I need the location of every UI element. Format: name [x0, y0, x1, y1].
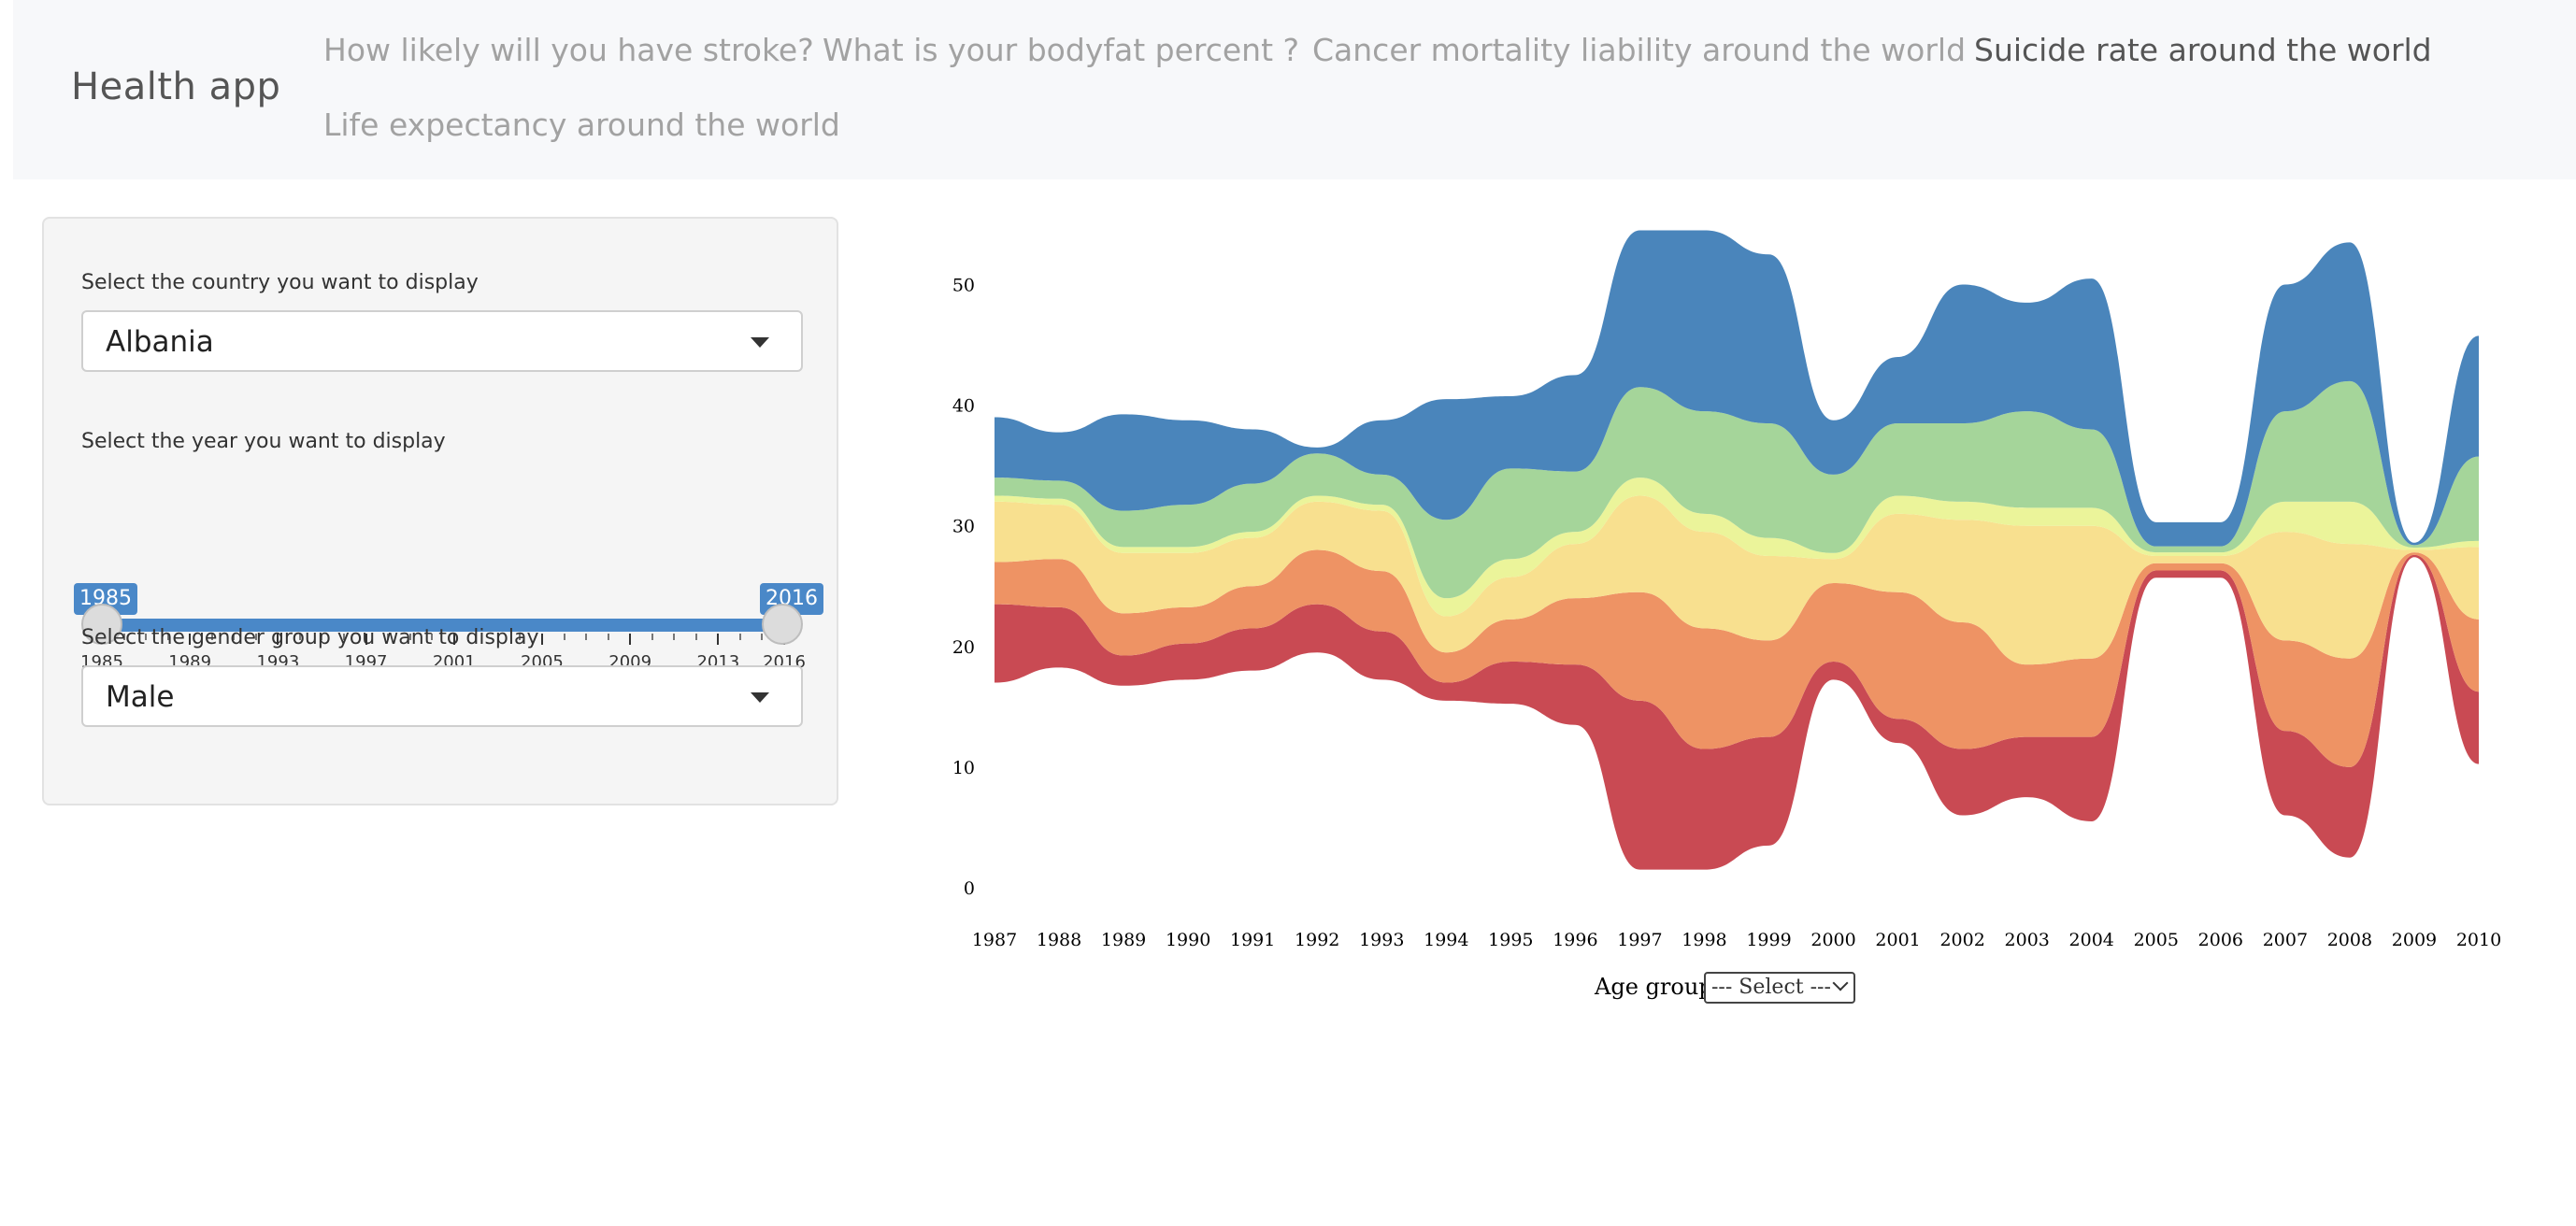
slider-minor-tick — [607, 634, 609, 640]
slider-minor-tick — [475, 634, 478, 640]
nav-link-life-expectancy[interactable]: Life expectancy around the world — [323, 107, 840, 143]
slider-major-tick — [365, 634, 367, 645]
stream-layer-5 — [995, 380, 2479, 599]
nav-link-cancer-mortality[interactable]: Cancer mortality liability around the wo… — [1312, 32, 1967, 68]
x-tick-label: 1993 — [1359, 930, 1404, 950]
y-axis: 0 10 20 30 40 50 — [952, 276, 975, 899]
x-tick-label: 1992 — [1295, 930, 1339, 950]
year-range-slider[interactable]: 1985 1989 1993 1997 2001 2005 2009 2013 2016 198… — [74, 478, 823, 672]
stream-layer-1 — [995, 554, 2479, 870]
nav-link-suicide-rate[interactable]: Suicide rate around the world — [1974, 32, 2432, 68]
chevron-down-icon — [1832, 975, 1849, 991]
slider-minor-tick — [321, 634, 323, 640]
x-tick-label: 1990 — [1166, 930, 1210, 950]
slider-minor-tick — [519, 634, 522, 640]
y-tick-label: 50 — [952, 276, 975, 296]
stream-layers — [995, 230, 2479, 870]
stream-layer-3 — [995, 495, 2479, 665]
x-tick-label: 2007 — [2263, 930, 2308, 950]
gender-label: Select the gender group you want to disp… — [81, 626, 539, 649]
country-select[interactable]: Albania — [81, 310, 803, 372]
x-tick-label: 1996 — [1553, 930, 1597, 950]
slider-minor-tick — [387, 634, 390, 640]
slider-minor-tick — [233, 634, 236, 640]
x-tick-label: 2004 — [2069, 930, 2114, 950]
slider-minor-tick — [761, 634, 764, 640]
slider-major-tick — [540, 634, 543, 645]
year-label: Select the year you want to display — [81, 430, 446, 453]
slider-minor-tick — [122, 634, 125, 640]
x-axis: 1987 1988 1989 1990 1991 1992 1993 1994 1995 1996… — [972, 930, 2501, 950]
x-tick-label: 1995 — [1488, 930, 1533, 950]
y-tick-label: 10 — [952, 758, 975, 778]
slider-minor-tick — [343, 634, 346, 640]
x-tick-label: 1989 — [1101, 930, 1146, 950]
stream-layer-6 — [995, 230, 2479, 547]
caret-down-icon — [751, 337, 769, 348]
x-tick-label: 1998 — [1682, 930, 1726, 950]
top-navbar: Health app How likely will you have stro… — [13, 0, 2576, 179]
slider-from-handle[interactable] — [81, 604, 122, 645]
sidebar-panel: Select the country you want to display A… — [42, 217, 838, 805]
age-group-select-value: --- Select --- — [1711, 976, 1831, 999]
stream-layer-2 — [995, 549, 2479, 767]
age-group-label: Age group: — [1595, 974, 1721, 1000]
nav-link-stroke[interactable]: How likely will you have stroke? — [323, 32, 814, 68]
nav-link-bodyfat[interactable]: What is your bodyfat percent ? — [823, 32, 1300, 68]
y-tick-label: 40 — [952, 396, 975, 417]
x-tick-label: 2001 — [1875, 930, 1920, 950]
slider-minor-tick — [254, 634, 257, 640]
x-tick-label: 1999 — [1746, 930, 1791, 950]
x-tick-label: 1987 — [972, 930, 1017, 950]
slider-minor-tick — [166, 634, 169, 640]
y-tick-label: 30 — [952, 517, 975, 537]
country-label: Select the country you want to display — [81, 271, 479, 294]
slider-minor-tick — [431, 634, 434, 640]
x-tick-label: 1994 — [1424, 930, 1468, 950]
slider-major-tick — [277, 634, 279, 645]
app-brand[interactable]: Health app — [71, 65, 281, 108]
caret-down-icon — [751, 692, 769, 703]
y-tick-label: 20 — [952, 637, 975, 658]
gender-select-value: Male — [106, 680, 175, 714]
slider-minor-tick — [563, 634, 565, 640]
x-tick-label: 2006 — [2198, 930, 2243, 950]
slider-minor-tick — [408, 634, 411, 640]
y-tick-label: 0 — [964, 878, 975, 899]
slider-minor-tick — [651, 634, 653, 640]
slider-major-tick — [717, 634, 720, 645]
slider-minor-tick — [210, 634, 213, 640]
slider-minor-tick — [298, 634, 301, 640]
slider-bar[interactable] — [102, 619, 784, 632]
x-tick-label: 2000 — [1810, 930, 1855, 950]
gender-select[interactable]: Male — [81, 665, 803, 727]
x-tick-label: 1997 — [1617, 930, 1662, 950]
slider-minor-tick — [738, 634, 741, 640]
x-tick-label: 1988 — [1037, 930, 1081, 950]
age-group-select[interactable]: --- Select --- — [1704, 972, 1855, 1004]
country-select-value: Albania — [106, 325, 214, 359]
x-tick-label: 1991 — [1230, 930, 1275, 950]
slider-to-handle[interactable] — [762, 604, 803, 645]
slider-minor-tick — [673, 634, 676, 640]
slider-minor-tick — [145, 634, 148, 640]
slider-minor-tick — [694, 634, 697, 640]
slider-major-tick — [189, 634, 192, 645]
x-tick-label: 2005 — [2134, 930, 2179, 950]
slider-minor-tick — [496, 634, 499, 640]
slider-minor-tick — [585, 634, 588, 640]
slider-major-tick — [629, 634, 632, 645]
x-tick-label: 2010 — [2456, 930, 2501, 950]
x-tick-label: 2003 — [2005, 930, 2050, 950]
x-tick-label: 2009 — [2392, 930, 2437, 950]
suicide-rate-streamgraph: 0 10 20 30 40 50 1987 1988 1989 1990 1991 1992 1993… — [952, 230, 2501, 950]
x-tick-label: 2002 — [1939, 930, 1984, 950]
x-tick-label: 2008 — [2327, 930, 2372, 950]
slider-major-tick — [452, 634, 455, 645]
